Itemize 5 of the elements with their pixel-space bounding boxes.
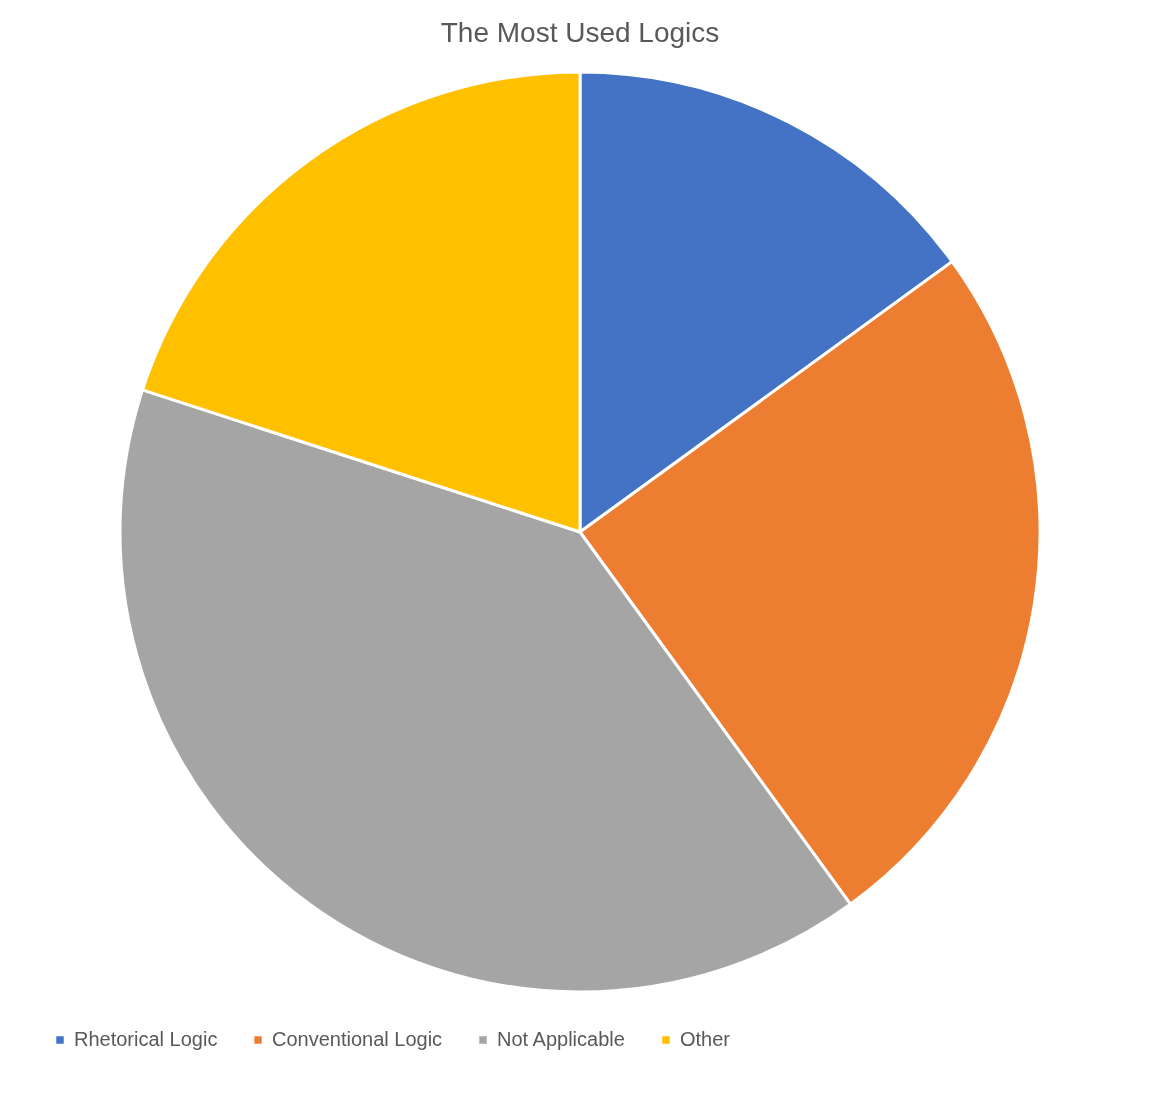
legend-label: Other bbox=[680, 1028, 731, 1050]
chart-title: The Most Used Logics bbox=[440, 17, 720, 48]
legend-label: Not Applicable bbox=[497, 1028, 625, 1050]
legend-label: Rhetorical Logic bbox=[74, 1028, 218, 1050]
legend-label: Conventional Logic bbox=[272, 1028, 443, 1050]
